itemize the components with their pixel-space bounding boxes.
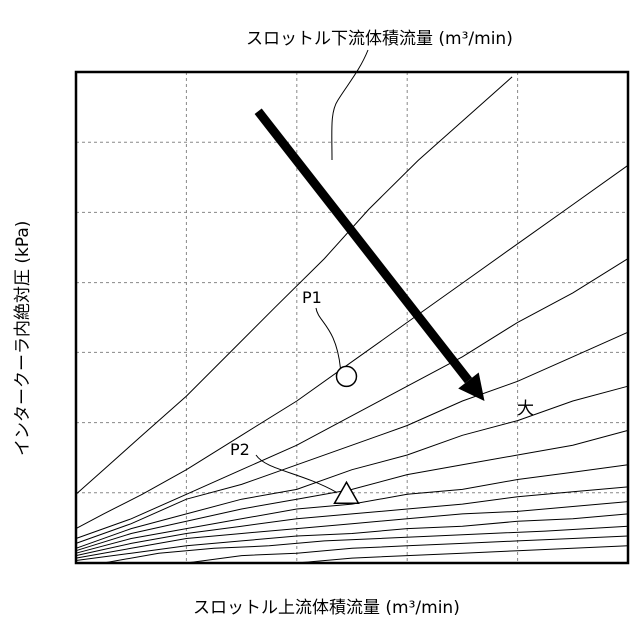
curve-family bbox=[76, 77, 628, 563]
series-label-leader bbox=[332, 50, 368, 160]
curve-line bbox=[76, 77, 512, 494]
p2-label: P2 bbox=[230, 440, 250, 459]
curve-line bbox=[76, 165, 628, 528]
p1-circle-marker bbox=[336, 366, 356, 386]
p1-leader bbox=[316, 308, 340, 368]
trend-arrow bbox=[258, 111, 468, 380]
x-axis-label: スロットル上流体積流量 (m³/min) bbox=[193, 598, 460, 618]
curve-line bbox=[76, 332, 628, 543]
arrow-label: 大 bbox=[517, 399, 534, 419]
p1-label: P1 bbox=[302, 288, 322, 307]
y-axis-label: インタークーラ内絶対圧 (kPa) bbox=[13, 221, 33, 456]
p2-leader bbox=[256, 455, 336, 492]
series-label: スロットル下流体積流量 (m³/min) bbox=[246, 29, 513, 49]
